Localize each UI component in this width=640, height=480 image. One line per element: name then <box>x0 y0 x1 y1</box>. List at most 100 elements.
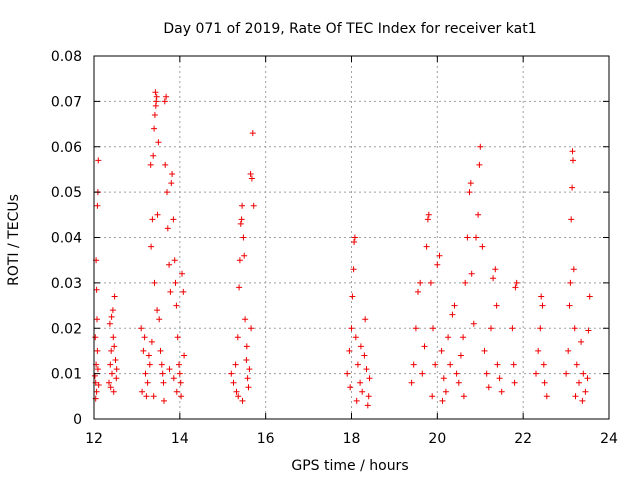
data-point-0-187 <box>537 325 544 332</box>
data-point-0-111 <box>346 347 353 354</box>
data-point-0-124 <box>366 375 373 382</box>
data-point-0-129 <box>362 316 369 323</box>
data-point-0-147 <box>442 388 449 395</box>
data-point-0-146 <box>440 375 447 382</box>
data-point-0-84 <box>161 397 167 404</box>
data-point-0-160 <box>468 270 475 277</box>
data-point-0-137 <box>423 243 430 250</box>
data-point-0-119 <box>357 379 364 386</box>
data-point-0-165 <box>476 161 483 168</box>
data-point-0-50 <box>149 216 156 223</box>
data-point-0-73 <box>174 334 181 341</box>
data-point-0-79 <box>181 352 188 359</box>
chart-title: Day 071 of 2019, Rate Of TEC Index for r… <box>163 21 536 37</box>
data-point-0-190 <box>543 393 550 400</box>
data-point-0-34 <box>146 361 153 368</box>
data-point-0-200 <box>570 157 576 164</box>
data-point-0-23 <box>112 357 119 363</box>
data-point-0-144 <box>436 252 443 259</box>
data-point-0-110 <box>344 370 351 377</box>
data-point-0-99 <box>244 375 251 382</box>
x-tick-label-6: 24 <box>600 431 618 447</box>
data-point-0-4 <box>93 388 100 395</box>
data-point-0-140 <box>427 279 434 286</box>
data-point-0-157 <box>464 234 471 241</box>
data-point-0-151 <box>451 302 458 309</box>
data-point-0-44 <box>152 89 159 96</box>
data-point-0-168 <box>483 370 490 377</box>
data-point-0-208 <box>584 375 591 382</box>
data-point-0-106 <box>248 325 255 332</box>
data-point-0-16 <box>107 361 114 368</box>
data-point-0-2 <box>94 347 101 354</box>
data-point-0-183 <box>512 284 519 291</box>
data-point-0-116 <box>351 234 358 241</box>
data-point-0-47 <box>153 93 160 100</box>
data-point-0-211 <box>579 397 586 404</box>
data-point-0-43 <box>151 112 158 118</box>
data-point-0-143 <box>434 261 441 268</box>
data-point-0-117 <box>352 334 359 341</box>
data-point-0-120 <box>359 388 366 395</box>
data-point-0-134 <box>417 279 424 286</box>
data-point-0-93 <box>238 216 245 223</box>
data-point-0-48 <box>155 139 162 146</box>
data-point-0-162 <box>473 234 479 241</box>
data-point-0-145 <box>438 347 445 354</box>
axis-ticks: 12 14 16 18 20 22 24 0 0.01 0.02 0.03 0.04 0.05 0.06 0… <box>51 49 618 447</box>
data-point-0-70 <box>171 257 178 264</box>
data-point-0-113 <box>349 293 356 300</box>
data-point-0-74 <box>176 361 182 368</box>
data-point-0-91 <box>236 257 243 264</box>
data-point-0-148 <box>445 334 452 341</box>
data-point-0-37 <box>143 393 150 400</box>
data-point-0-80 <box>170 375 177 382</box>
data-point-0-64 <box>164 225 171 232</box>
data-point-0-154 <box>457 352 464 359</box>
data-point-0-142 <box>432 361 439 368</box>
data-point-0-153 <box>455 379 462 386</box>
data-point-0-109 <box>243 343 250 350</box>
data-point-0-72 <box>173 302 180 309</box>
data-point-0-35 <box>139 388 146 395</box>
data-point-0-193 <box>563 370 570 377</box>
data-point-0-40 <box>147 161 154 168</box>
data-point-0-13 <box>95 382 102 388</box>
data-point-0-82 <box>178 393 185 400</box>
data-point-0-78 <box>180 288 187 295</box>
data-point-0-197 <box>568 216 575 223</box>
y-tick-label-5: 0.05 <box>51 185 82 201</box>
data-point-0-101 <box>246 366 253 373</box>
data-point-0-17 <box>108 347 115 354</box>
data-point-0-100 <box>245 384 252 391</box>
data-point-0-68 <box>169 171 176 177</box>
data-point-0-123 <box>365 393 372 400</box>
data-point-0-205 <box>578 338 585 345</box>
data-point-0-131 <box>410 361 417 368</box>
data-point-0-172 <box>492 266 499 273</box>
y-tick-label-2: 0.02 <box>51 321 82 337</box>
x-axis-label: GPS time / hours <box>291 458 408 474</box>
data-point-0-31 <box>140 347 147 354</box>
data-point-0-61 <box>163 93 170 100</box>
x-tick-label-4: 20 <box>428 431 446 447</box>
x-tick-label-2: 16 <box>257 431 275 447</box>
data-point-0-108 <box>239 397 246 404</box>
data-point-0-77 <box>179 270 185 277</box>
data-point-0-42 <box>151 125 158 132</box>
data-point-0-150 <box>449 311 456 318</box>
data-point-0-210 <box>572 393 579 400</box>
data-point-0-102 <box>247 171 254 177</box>
data-point-0-59 <box>150 393 157 400</box>
data-point-0-98 <box>243 357 250 363</box>
data-point-0-36 <box>141 334 148 341</box>
data-point-0-21 <box>109 307 116 314</box>
data-point-0-121 <box>361 352 368 359</box>
data-point-0-141 <box>430 325 436 332</box>
data-point-0-15 <box>106 379 112 386</box>
data-point-0-49 <box>154 211 161 218</box>
data-point-0-112 <box>348 325 355 332</box>
data-point-0-192 <box>540 361 547 368</box>
data-point-0-195 <box>566 302 573 309</box>
